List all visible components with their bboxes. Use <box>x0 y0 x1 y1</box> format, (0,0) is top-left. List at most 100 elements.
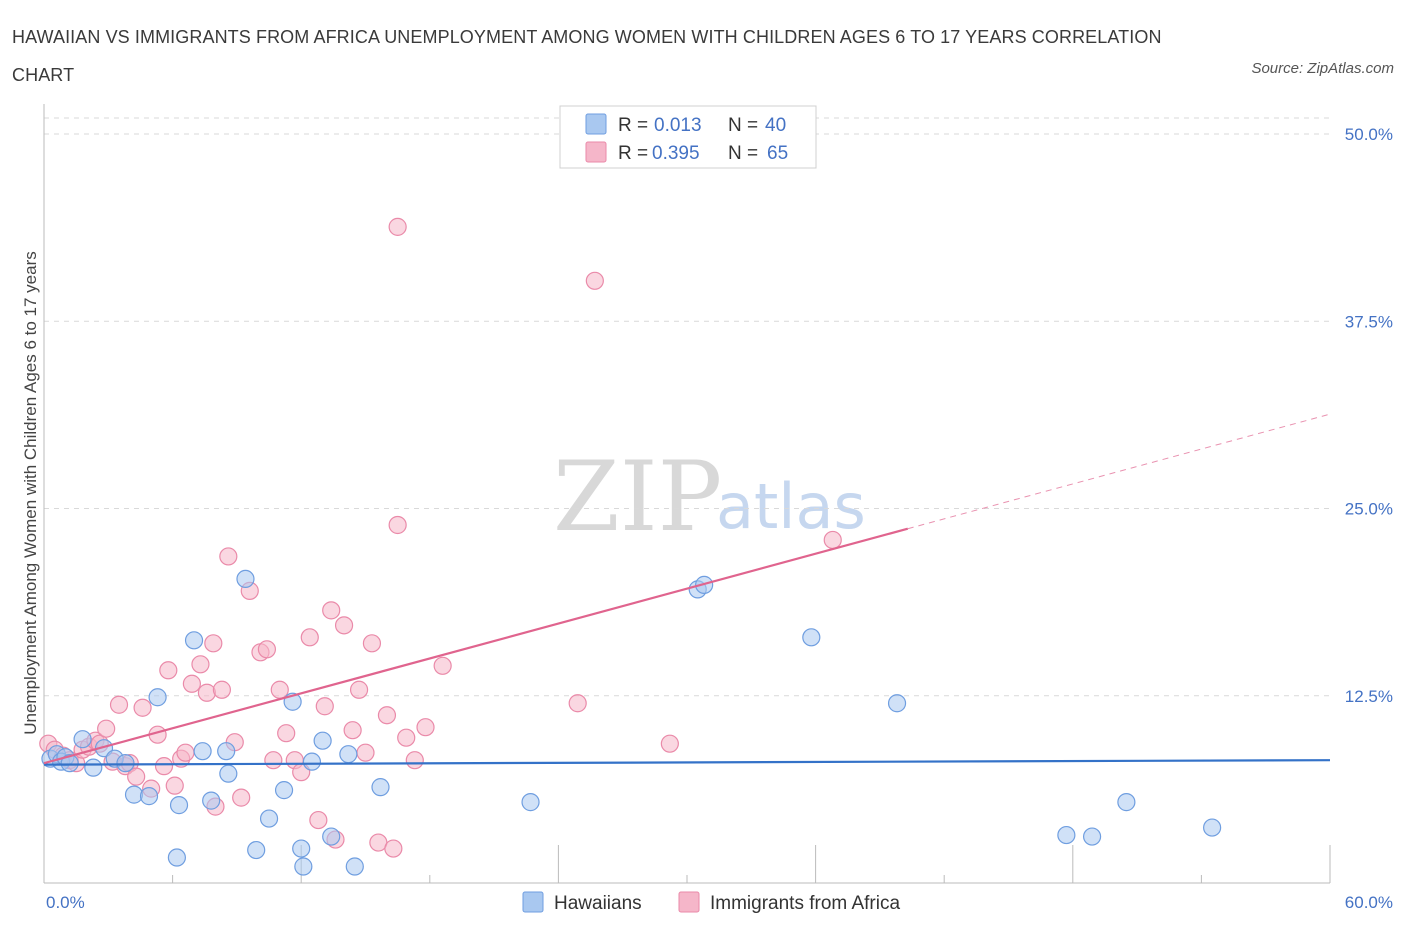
hawaiians-point-41 <box>1203 818 1222 837</box>
immigrants-point-45 <box>334 616 354 635</box>
x-tick-label-1: 60.0% <box>1345 893 1393 912</box>
gridlines <box>44 117 1330 697</box>
hawaiians-point-5 <box>73 730 92 749</box>
immigrants-point-55 <box>405 751 424 770</box>
bottom-legend-swatch-hawaiians <box>522 891 544 913</box>
hawaiians-point-27 <box>302 752 322 771</box>
x-tick-labels: 0.0% 60.0% <box>46 893 1393 912</box>
legend-r-label-1: R = <box>618 115 648 136</box>
hawaiians-point-16 <box>193 742 212 761</box>
hawaiians-point-32 <box>371 778 390 797</box>
series-hawaiians-points <box>41 569 1222 876</box>
immigrants-point-36 <box>270 680 289 699</box>
trend-line-pink-dashed <box>907 413 1331 530</box>
trend-lines <box>43 413 1331 766</box>
immigrants-point-25 <box>197 683 216 702</box>
hawaiians-point-40 <box>1117 793 1136 812</box>
immigrants-point-47 <box>349 680 369 699</box>
watermark-zip: ZIP <box>553 441 722 553</box>
immigrants-point-62 <box>823 530 842 550</box>
immigrants-point-22 <box>176 743 195 762</box>
hawaiians-point-28 <box>313 731 332 750</box>
correlation-legend: R = 0.013 N = 40 R = 0.395 N = 65 <box>559 105 817 169</box>
immigrants-point-18 <box>154 757 174 776</box>
hawaiians-point-25 <box>292 839 311 858</box>
y-tick-label-2: 37.5% <box>1345 312 1393 331</box>
immigrants-point-48 <box>356 743 375 762</box>
bottom-legend-immigrants-from-africa: Immigrants from Africa <box>710 893 900 914</box>
hawaiians-point-30 <box>339 745 358 764</box>
immigrants-point-31 <box>232 788 251 807</box>
y-tick-label-3: 50.0% <box>1345 125 1393 144</box>
hawaiians-point-10 <box>124 785 144 804</box>
hawaiians-point-20 <box>236 569 255 589</box>
immigrants-point-56 <box>416 718 435 737</box>
immigrants-point-37 <box>277 724 296 743</box>
hawaiians-point-17 <box>202 791 221 810</box>
hawaiians-point-29 <box>322 827 341 846</box>
hawaiians-point-31 <box>345 857 364 876</box>
hawaiians-point-15 <box>184 631 204 650</box>
immigrants-point-29 <box>219 547 238 566</box>
hawaiians-point-33 <box>521 793 540 812</box>
immigrants-point-58 <box>388 217 407 236</box>
hawaiians-point-6 <box>84 758 103 777</box>
immigrants-point-49 <box>362 634 382 653</box>
immigrants-point-59 <box>568 694 587 713</box>
legend-n-value-2: 65 <box>767 143 788 164</box>
bottom-legend-swatch-immigrants <box>678 891 700 913</box>
hawaiians-point-22 <box>259 809 279 828</box>
immigrants-point-9 <box>97 719 116 738</box>
hawaiians-point-11 <box>139 787 159 806</box>
watermark: ZIP atlas <box>553 441 866 553</box>
hawaiians-point-26 <box>294 857 313 876</box>
immigrants-point-23 <box>182 674 201 693</box>
source-credit: Source: ZipAtlas.com <box>1251 60 1394 77</box>
immigrants-point-54 <box>397 728 416 747</box>
y-axis-label: Unemployment Among Women with Children A… <box>21 251 40 735</box>
immigrants-point-11 <box>109 695 129 714</box>
x-tick-label-0: 0.0% <box>46 893 85 912</box>
legend-n-label-2: N = <box>728 143 758 164</box>
hawaiians-point-13 <box>167 848 186 867</box>
immigrants-point-57 <box>433 656 452 675</box>
chart-title: HAWAIIAN VS IMMIGRANTS FROM AFRICA UNEMP… <box>12 27 1162 85</box>
hawaiians-point-14 <box>169 796 189 815</box>
immigrants-point-60 <box>585 271 604 290</box>
hawaiians-point-38 <box>1057 825 1076 845</box>
watermark-atlas: atlas <box>716 470 866 543</box>
y-tick-labels: 12.5% 25.0% 37.5% 50.0% <box>1345 125 1393 706</box>
legend-n-label-1: N = <box>728 115 758 136</box>
legend-r-value-1: 0.013 <box>654 115 702 136</box>
immigrants-point-41 <box>309 810 328 830</box>
hawaiians-point-19 <box>219 764 238 783</box>
immigrants-point-15 <box>133 698 152 717</box>
legend-swatch-pink <box>585 141 607 163</box>
hawaiians-point-37 <box>887 694 907 713</box>
hawaiians-point-23 <box>274 781 294 800</box>
y-tick-label-1: 25.0% <box>1345 500 1393 519</box>
immigrants-point-20 <box>165 776 184 795</box>
immigrants-point-40 <box>300 628 319 647</box>
y-tick-label-0: 12.5% <box>1345 687 1393 706</box>
hawaiians-point-39 <box>1082 827 1102 846</box>
trend-line-blue <box>43 759 1331 766</box>
hawaiians-point-21 <box>247 840 266 860</box>
legend-r-label-2: R = <box>618 143 648 164</box>
legend-n-value-1: 40 <box>765 115 786 136</box>
legend-swatch-blue <box>585 113 607 135</box>
immigrants-point-42 <box>315 697 334 716</box>
immigrants-point-19 <box>159 661 178 680</box>
hawaiians-point-12 <box>148 688 167 707</box>
immigrants-point-24 <box>191 655 210 674</box>
immigrants-point-14 <box>127 767 146 786</box>
immigrants-point-51 <box>377 706 397 725</box>
immigrants-point-46 <box>343 721 362 740</box>
series-legend: Hawaiians Immigrants from Africa <box>522 891 900 914</box>
trend-line-pink-solid <box>43 527 909 765</box>
bottom-legend-hawaiians: Hawaiians <box>554 893 642 914</box>
immigrants-point-34 <box>257 640 277 659</box>
hawaiians-point-9 <box>116 754 135 773</box>
immigrants-point-52 <box>384 839 403 858</box>
immigrants-point-53 <box>388 515 407 535</box>
